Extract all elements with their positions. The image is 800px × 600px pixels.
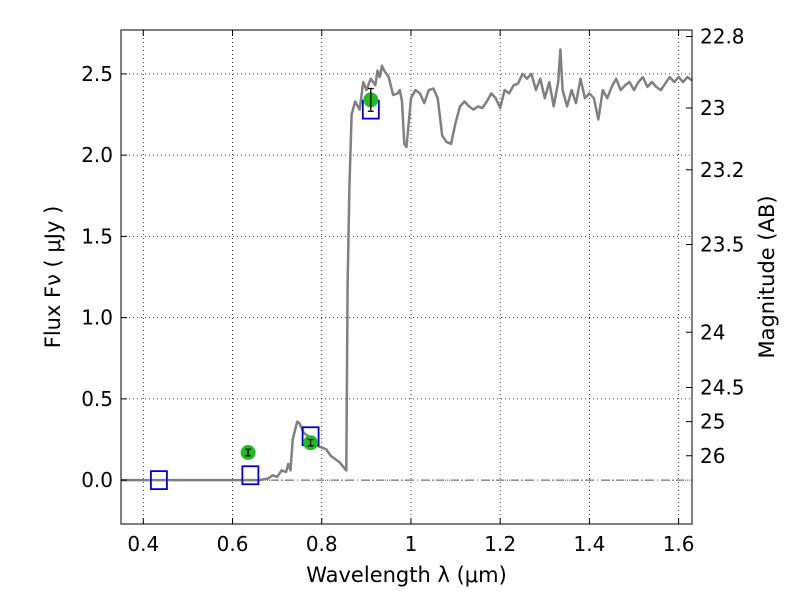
x-tick-label: 0.4 — [127, 532, 159, 556]
x-tick-label: 1 — [405, 532, 418, 556]
right-tick-label: 24.5 — [700, 376, 745, 400]
x-tick-label: 1.2 — [484, 532, 516, 556]
x-tick-labels: 0.4 0.6 0.8 1 1.2 1.4 1.6 — [127, 532, 694, 556]
y-tick-label: 2.0 — [81, 143, 113, 167]
y-tick-labels: 0.0 0.5 1.0 1.5 2.0 2.5 — [81, 62, 113, 492]
y-tick-label: 2.5 — [81, 62, 113, 86]
x-tick-label: 1.4 — [573, 532, 605, 556]
grid-lines — [121, 30, 692, 524]
x-tick-label: 0.6 — [217, 532, 249, 556]
y-tick-label: 1.0 — [81, 306, 113, 330]
right-tick-label: 24 — [700, 320, 725, 344]
x-axis-label: Wavelength λ (μm) — [306, 563, 507, 587]
right-tick-label: 23.2 — [700, 158, 745, 182]
model-point — [150, 470, 168, 491]
spectrum-series — [121, 48, 693, 482]
x-tick-label: 0.8 — [306, 532, 338, 556]
right-tick-label: 23 — [700, 96, 725, 120]
axis-ticks — [121, 30, 692, 524]
right-axis-label: Magnitude (AB) — [755, 195, 779, 358]
model-point — [241, 465, 260, 486]
right-tick-label: 22.8 — [700, 25, 745, 49]
x-tick-label: 1.6 — [663, 532, 695, 556]
right-tick-label: 23.5 — [700, 233, 745, 257]
right-tick-labels: 22.8 23 23.2 23.5 24 24.5 25 26 — [700, 25, 745, 468]
y-axis-label: Flux Fν ( μJy ) — [41, 206, 65, 349]
observed-photometry-series — [240, 87, 379, 460]
plot-frame — [120, 29, 693, 525]
model-photometry-series — [150, 99, 380, 491]
y-tick-label: 0.0 — [81, 468, 113, 492]
spectrum-line — [121, 48, 693, 482]
y-tick-label: 0.5 — [81, 387, 113, 411]
right-tick-label: 25 — [700, 410, 725, 434]
right-tick-label: 26 — [700, 444, 725, 468]
y-tick-label: 1.5 — [81, 224, 113, 248]
